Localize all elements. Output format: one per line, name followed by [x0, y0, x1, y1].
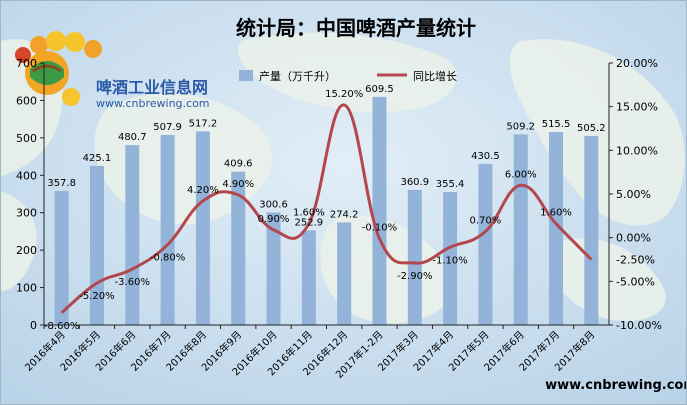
- left-tick-label: 0: [30, 319, 37, 332]
- line-value-label: -3.60%: [115, 277, 150, 288]
- bar-value-label: 357.8: [47, 178, 76, 189]
- right-extra-tick-label: -2.50%: [616, 254, 655, 267]
- bar: [160, 134, 175, 325]
- bar-value-label: 430.5: [471, 151, 500, 162]
- bar-value-label: 505.2: [577, 123, 606, 134]
- bar-value-label: 480.7: [118, 132, 147, 143]
- bar: [549, 132, 564, 325]
- legend-line-label: 同比增长: [413, 69, 457, 83]
- line-value-label: -0.80%: [150, 253, 185, 264]
- bar-value-label: 360.9: [400, 177, 429, 188]
- bar-value-label: 609.5: [365, 84, 394, 95]
- line-value-label: 15.20%: [325, 89, 363, 100]
- bar-value-label: 509.2: [506, 121, 535, 132]
- bar-value-label: 355.4: [436, 179, 465, 190]
- right-tick-label: 5.00%: [616, 188, 651, 201]
- right-tick-label: -10.00%: [616, 319, 662, 332]
- right-axis: -10.00% -5.00% 0.00% 5.00% 10.00% 15.00% 20.00…: [608, 57, 662, 332]
- logo: 啤酒工业信息网 www.cnbrewing.com: [15, 31, 210, 110]
- right-tick-label: 10.00%: [616, 144, 658, 157]
- bar: [231, 171, 246, 325]
- right-tick-label: 15.00%: [616, 101, 658, 114]
- right-tick-label: -5.00%: [616, 275, 655, 288]
- bar-value-label: 517.2: [189, 118, 218, 129]
- watermark: www.cnbrewing.com: [545, 378, 687, 393]
- line-value-label: 4.20%: [187, 185, 219, 196]
- line-value-label: 0.90%: [258, 214, 290, 225]
- bar: [513, 134, 528, 325]
- bar: [443, 191, 458, 325]
- line-value-label: 0.70%: [470, 216, 502, 227]
- bar-value-label: 409.6: [224, 159, 253, 170]
- legend: 产量（万千升） 同比增长: [239, 69, 457, 83]
- right-tick-label: 0.00%: [616, 232, 651, 245]
- line-value-label: 1.60%: [293, 208, 325, 219]
- line-value-label: -8.60%: [44, 321, 79, 332]
- left-tick-label: 100: [16, 282, 37, 295]
- bar: [125, 145, 140, 325]
- bar-value-label: 252.9: [295, 217, 324, 228]
- line-value-label: 4.90%: [222, 179, 254, 190]
- bar: [372, 96, 387, 325]
- right-tick-label: 20.00%: [616, 57, 658, 70]
- left-tick-label: 300: [16, 207, 37, 220]
- line-value-label: 1.60%: [540, 208, 572, 219]
- bar: [478, 163, 493, 325]
- bar-value-label: 425.1: [83, 153, 112, 164]
- bar-value-label: 274.2: [330, 209, 359, 220]
- left-tick-label: 500: [16, 132, 37, 145]
- bar: [301, 230, 316, 325]
- line-value-labels: -8.60%-5.20%-3.60%-0.80%4.20%4.90%0.90%1…: [44, 89, 572, 332]
- bar: [54, 191, 69, 325]
- bar-value-label: 515.5: [542, 119, 571, 130]
- left-axis: 0 100 200 300 400 500 600 700: [16, 57, 45, 332]
- bar: [584, 135, 599, 325]
- bar: [407, 189, 422, 325]
- logo-url: www.cnbrewing.com: [96, 97, 210, 110]
- growth-line: [60, 103, 593, 314]
- legend-bar-label: 产量（万千升）: [259, 69, 336, 83]
- left-tick-label: 700: [16, 57, 37, 70]
- bar-value-label: 507.9: [153, 122, 182, 133]
- left-tick-label: 600: [16, 94, 37, 107]
- legend-bar-swatch: [239, 70, 253, 81]
- bar-value-label: 300.6: [259, 199, 288, 210]
- bar: [337, 222, 352, 325]
- line-value-label: -5.20%: [79, 291, 114, 302]
- logo-name: 啤酒工业信息网: [96, 78, 208, 97]
- line-value-label: -0.10%: [362, 223, 397, 234]
- line-value-label: -2.90%: [397, 271, 432, 282]
- line-value-label: 6.00%: [505, 169, 537, 180]
- left-tick-label: 200: [16, 244, 37, 257]
- chart-title: 统计局：中国啤酒产量统计: [236, 16, 476, 40]
- bar: [195, 131, 210, 325]
- line-value-label: -1.10%: [432, 255, 467, 266]
- bar: [266, 212, 281, 325]
- left-tick-label: 400: [16, 169, 37, 182]
- bar-series: [54, 96, 599, 325]
- bar-value-labels: 357.8 425.1 480.7 507.9 517.2 409.6 300.6 252.9…: [47, 84, 605, 228]
